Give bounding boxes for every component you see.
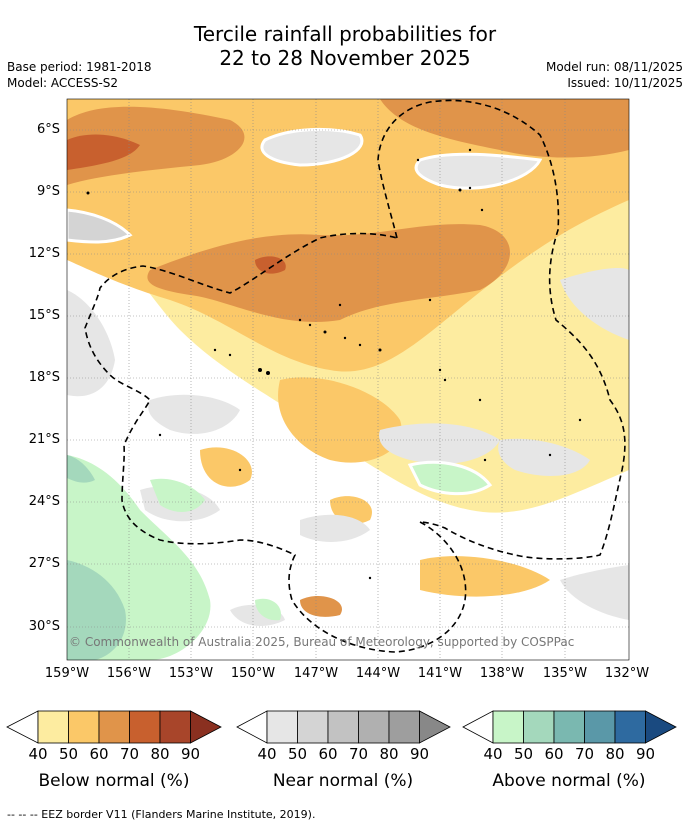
- tick: 90: [409, 745, 430, 763]
- tick: 70: [348, 745, 369, 763]
- lat-label-21s: 21°S: [28, 432, 60, 447]
- lat-label-30s: 30°S: [28, 619, 60, 634]
- colorbar-above: [462, 710, 677, 744]
- model-name: Model: ACCESS-S2: [7, 76, 119, 90]
- lat-label-6s: 6°S: [36, 122, 60, 137]
- tick: 70: [119, 745, 140, 763]
- eez-legend-footer: -- -- -- EEZ border V11 (Flanders Marine…: [7, 808, 316, 821]
- meta-left: Base period: 1981-2018 Model: ACCESS-S2: [7, 59, 152, 91]
- lon-label-159w: 159°W: [44, 666, 90, 681]
- lon-label-150w: 150°W: [230, 666, 276, 681]
- lon-label-132w: 132°W: [604, 666, 650, 681]
- tick: 90: [180, 745, 201, 763]
- tick: 70: [574, 745, 595, 763]
- lat-label-12s: 12°S: [28, 246, 60, 261]
- tick: 50: [513, 745, 534, 763]
- graticule: [67, 99, 629, 660]
- map-frame: [66, 98, 630, 661]
- lon-label-153w: 153°W: [168, 666, 214, 681]
- colorbar-near-title: Near normal (%): [272, 771, 414, 791]
- lon-label-141w: 141°W: [417, 666, 463, 681]
- eez-border: [84, 99, 626, 653]
- title-line-1: Tercile rainfall probabilities for: [193, 22, 497, 46]
- islands: [86, 148, 582, 580]
- lat-label-24s: 24°S: [28, 494, 60, 509]
- lon-label-144w: 144°W: [355, 666, 401, 681]
- colorbar-above-title: Above normal (%): [492, 771, 646, 791]
- issued-date: Issued: 10/11/2025: [567, 76, 683, 90]
- tick: 50: [287, 745, 308, 763]
- tick: 40: [257, 745, 277, 763]
- base-period: Base period: 1981-2018: [7, 60, 152, 74]
- tick: 50: [58, 745, 79, 763]
- model-run: Model run: 08/11/2025: [545, 60, 683, 74]
- tick: 90: [635, 745, 656, 763]
- lon-label-156w: 156°W: [106, 666, 152, 681]
- map-field: [67, 99, 629, 660]
- tick: 60: [544, 745, 564, 763]
- tick: 60: [89, 745, 109, 763]
- tick: 40: [483, 745, 503, 763]
- lat-label-18s: 18°S: [28, 370, 60, 385]
- copyright-text: © Commonwealth of Australia 2025, Bureau…: [69, 635, 574, 649]
- tick: 60: [318, 745, 338, 763]
- lon-label-135w: 135°W: [542, 666, 588, 681]
- title-line-2: 22 to 28 November 2025: [219, 46, 471, 70]
- lon-label-138w: 138°W: [479, 666, 525, 681]
- lon-label-147w: 147°W: [293, 666, 339, 681]
- tick: 40: [28, 745, 48, 763]
- lat-label-9s: 9°S: [36, 184, 60, 199]
- lat-label-27s: 27°S: [28, 556, 60, 571]
- colorbar-below-title: Below normal (%): [38, 771, 190, 791]
- map-title: Tercile rainfall probabilities for 22 to…: [0, 22, 690, 70]
- tick: 80: [150, 745, 170, 763]
- colorbar-near: [236, 710, 451, 744]
- tick: 80: [379, 745, 399, 763]
- lat-label-15s: 15°S: [28, 308, 60, 323]
- colorbar-below: [6, 710, 222, 744]
- meta-right: Model run: 08/11/2025 Issued: 10/11/2025: [546, 59, 683, 91]
- tick: 80: [605, 745, 625, 763]
